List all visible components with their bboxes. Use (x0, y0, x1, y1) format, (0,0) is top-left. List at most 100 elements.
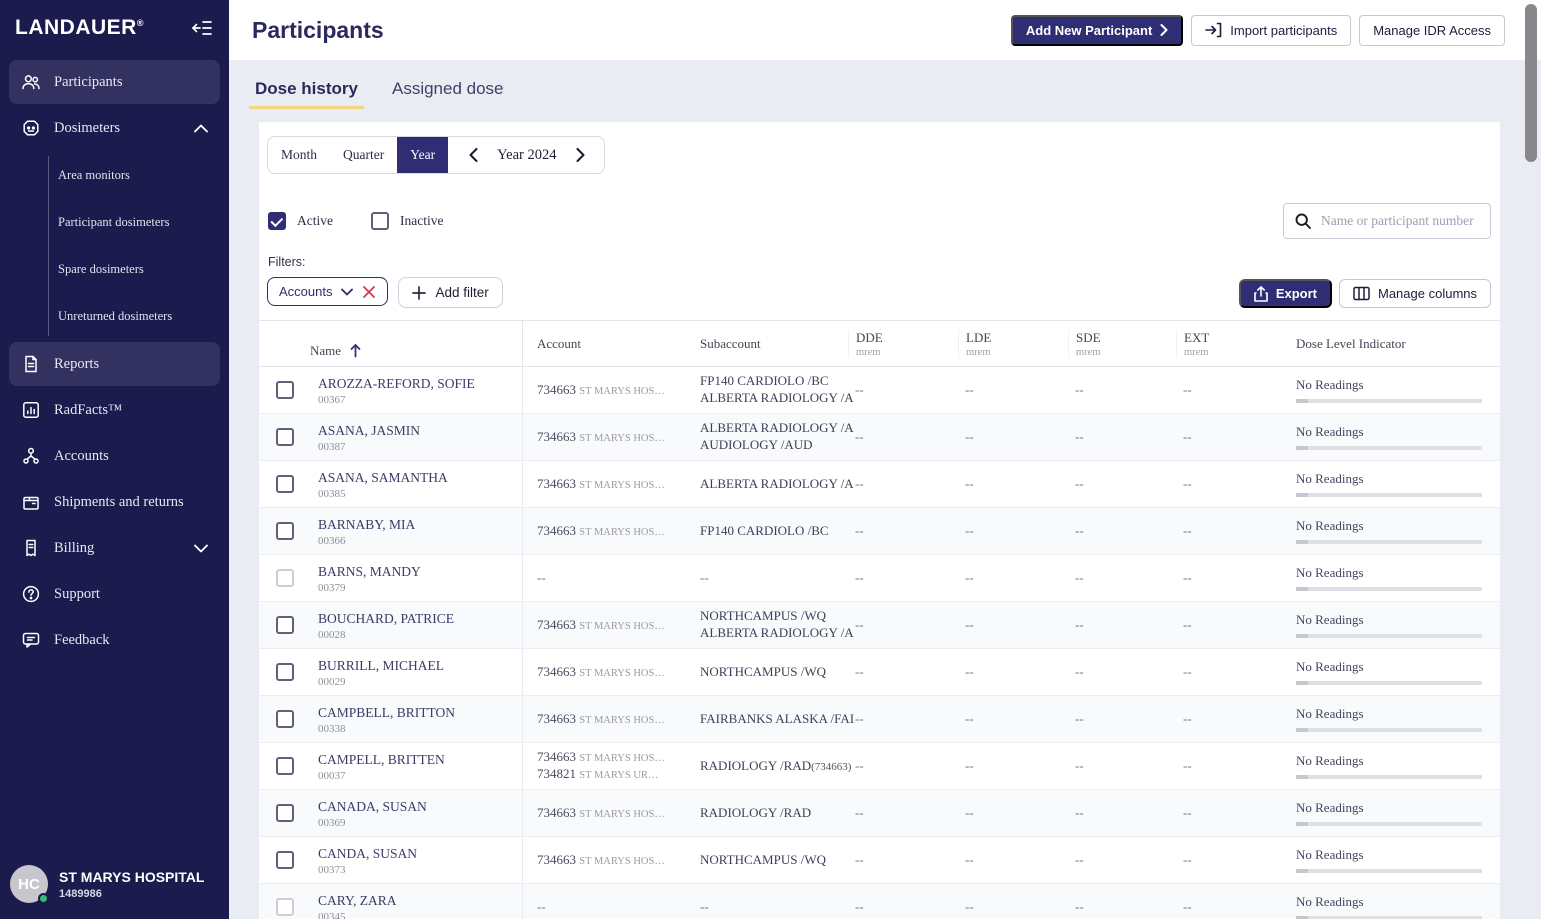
row-checkbox[interactable] (276, 569, 294, 587)
row-checkbox[interactable] (276, 804, 294, 822)
row-checkbox[interactable] (276, 898, 294, 916)
participant-name[interactable]: CAMPELL, BRITTEN (318, 752, 512, 768)
sidebar-subitem-area-monitors[interactable]: Area monitors (48, 152, 229, 199)
period-year-button[interactable]: Year (397, 137, 448, 173)
sidebar-item-support[interactable]: Support (9, 572, 220, 616)
account-org: ST MARYS HOS… (579, 856, 665, 867)
main-area: Participants Add New Participant Import … (229, 0, 1541, 919)
account-org: ST MARYS HOS… (579, 480, 665, 491)
participant-name[interactable]: BOUCHARD, PATRICE (318, 611, 512, 627)
sidebar-item-radfacts[interactable]: RadFacts™ (9, 388, 220, 432)
subaccount-value: NORTHCAMPUS /WQ (700, 664, 855, 681)
row-checkbox[interactable] (276, 428, 294, 446)
tab-assigned-dose[interactable]: Assigned dose (390, 65, 506, 117)
sidebar-item-label: RadFacts™ (54, 402, 208, 419)
import-participants-button[interactable]: Import participants (1191, 15, 1351, 46)
dose-value: -- (855, 617, 864, 632)
period-selector: Month Quarter Year Year 2024 (267, 136, 605, 174)
account-number: 734663 (537, 805, 576, 820)
column-header-ext[interactable]: EXTmrem (1176, 330, 1290, 358)
search-input[interactable] (1321, 213, 1480, 229)
row-checkbox[interactable] (276, 616, 294, 634)
sort-ascending-icon[interactable] (349, 343, 362, 358)
sidebar-item-accounts[interactable]: Accounts (9, 434, 220, 478)
tab-dose-history[interactable]: Dose history (253, 65, 360, 117)
account-number: 734663 (537, 476, 576, 491)
row-checkbox[interactable] (276, 522, 294, 540)
dose-value: -- (1075, 899, 1084, 914)
previous-period-icon[interactable] (468, 147, 479, 163)
participant-name[interactable]: ASANA, SAMANTHA (318, 470, 512, 486)
accounts-filter-chip[interactable]: Accounts (267, 277, 388, 306)
participant-name[interactable]: BARNABY, MIA (318, 517, 512, 533)
sidebar-item-label: Shipments and returns (54, 494, 208, 511)
column-header-account[interactable]: Account (523, 336, 695, 352)
export-button[interactable]: Export (1239, 279, 1332, 308)
sidebar-item-participants[interactable]: Participants (9, 60, 220, 104)
table-row: ASANA, JASMIN00387734663 ST MARYS HOS…AL… (259, 414, 1500, 461)
participant-search (1283, 203, 1491, 239)
sidebar-item-reports[interactable]: Reports (9, 342, 220, 386)
collapse-sidebar-icon[interactable] (191, 18, 213, 38)
add-filter-button[interactable]: Add filter (398, 277, 502, 308)
sidebar-item-feedback[interactable]: Feedback (9, 618, 220, 662)
manage-columns-button[interactable]: Manage columns (1339, 279, 1491, 308)
subaccount-value: ALBERTA RADIOLOGY /A (700, 625, 855, 642)
row-checkbox[interactable] (276, 757, 294, 775)
dose-level-indicator: No Readings (1296, 847, 1480, 863)
row-checkbox[interactable] (276, 475, 294, 493)
period-month-button[interactable]: Month (268, 137, 330, 173)
next-period-icon[interactable] (575, 147, 586, 163)
row-checkbox[interactable] (276, 663, 294, 681)
row-checkbox[interactable] (276, 710, 294, 728)
row-checkbox[interactable] (276, 381, 294, 399)
dose-level-bar (1296, 399, 1482, 403)
period-quarter-button[interactable]: Quarter (330, 137, 397, 173)
participant-name[interactable]: CANDA, SUSAN (318, 846, 512, 862)
active-checkbox[interactable]: Active (268, 212, 333, 230)
participant-name[interactable]: CAMPBELL, BRITTON (318, 705, 512, 721)
account-number: 734663 (537, 749, 576, 764)
column-header-dose-level-indicator[interactable]: Dose Level Indicator (1290, 336, 1500, 352)
inactive-checkbox[interactable]: Inactive (371, 212, 443, 230)
dose-value: -- (1183, 523, 1192, 538)
column-header-name[interactable]: Name (310, 321, 523, 366)
participant-name[interactable]: BURRILL, MICHAEL (318, 658, 512, 674)
participant-name[interactable]: CANADA, SUSAN (318, 799, 512, 815)
remove-filter-icon[interactable] (362, 285, 376, 299)
participant-name[interactable]: CARY, ZARA (318, 893, 512, 909)
table-row: AROZZA-REFORD, SOFIE00367734663 ST MARYS… (259, 367, 1500, 414)
dose-level-bar (1296, 869, 1482, 873)
column-header-sde[interactable]: SDEmrem (1068, 330, 1183, 358)
column-header-dde[interactable]: DDEmrem (848, 330, 965, 358)
dose-level-indicator: No Readings (1296, 659, 1480, 675)
empty-value: -- (700, 570, 709, 585)
dose-level-indicator: No Readings (1296, 894, 1480, 910)
column-header-subaccount[interactable]: Subaccount (695, 336, 855, 352)
account-org: ST MARYS HOS… (579, 621, 665, 632)
row-checkbox[interactable] (276, 851, 294, 869)
account-org: ST MARYS UR… (579, 770, 658, 781)
dose-value: -- (855, 476, 864, 491)
sidebar-subitem-spare-dosimeters[interactable]: Spare dosimeters (48, 246, 229, 293)
participant-name[interactable]: AROZZA-REFORD, SOFIE (318, 376, 512, 392)
sidebar-subitem-unreturned-dosimeters[interactable]: Unreturned dosimeters (48, 293, 229, 340)
sidebar-subitem-participant-dosimeters[interactable]: Participant dosimeters (48, 199, 229, 246)
column-header-lde[interactable]: LDEmrem (958, 330, 1075, 358)
sidebar-item-dosimeters[interactable]: Dosimeters (9, 106, 220, 150)
dose-level-indicator: No Readings (1296, 706, 1480, 722)
vertical-scrollbar[interactable] (1525, 4, 1537, 162)
dose-level-indicator: No Readings (1296, 565, 1480, 581)
sidebar-item-shipments[interactable]: Shipments and returns (9, 480, 220, 524)
participant-name[interactable]: ASANA, JASMIN (318, 423, 512, 439)
sidebar-item-billing[interactable]: Billing (9, 526, 220, 570)
receipt-icon (21, 538, 41, 558)
manage-idr-access-button[interactable]: Manage IDR Access (1359, 15, 1505, 46)
dose-value: -- (965, 758, 974, 773)
table-row: CAMPELL, BRITTEN00037734663 ST MARYS HOS… (259, 743, 1500, 790)
account-switcher[interactable]: HC ST MARYS HOSPITAL 1489986 (0, 851, 229, 919)
participant-name[interactable]: BARNS, MANDY (318, 564, 512, 580)
add-new-participant-button[interactable]: Add New Participant (1011, 15, 1183, 46)
subaccount-value: NORTHCAMPUS /WQ (700, 852, 855, 869)
dose-value: -- (855, 523, 864, 538)
